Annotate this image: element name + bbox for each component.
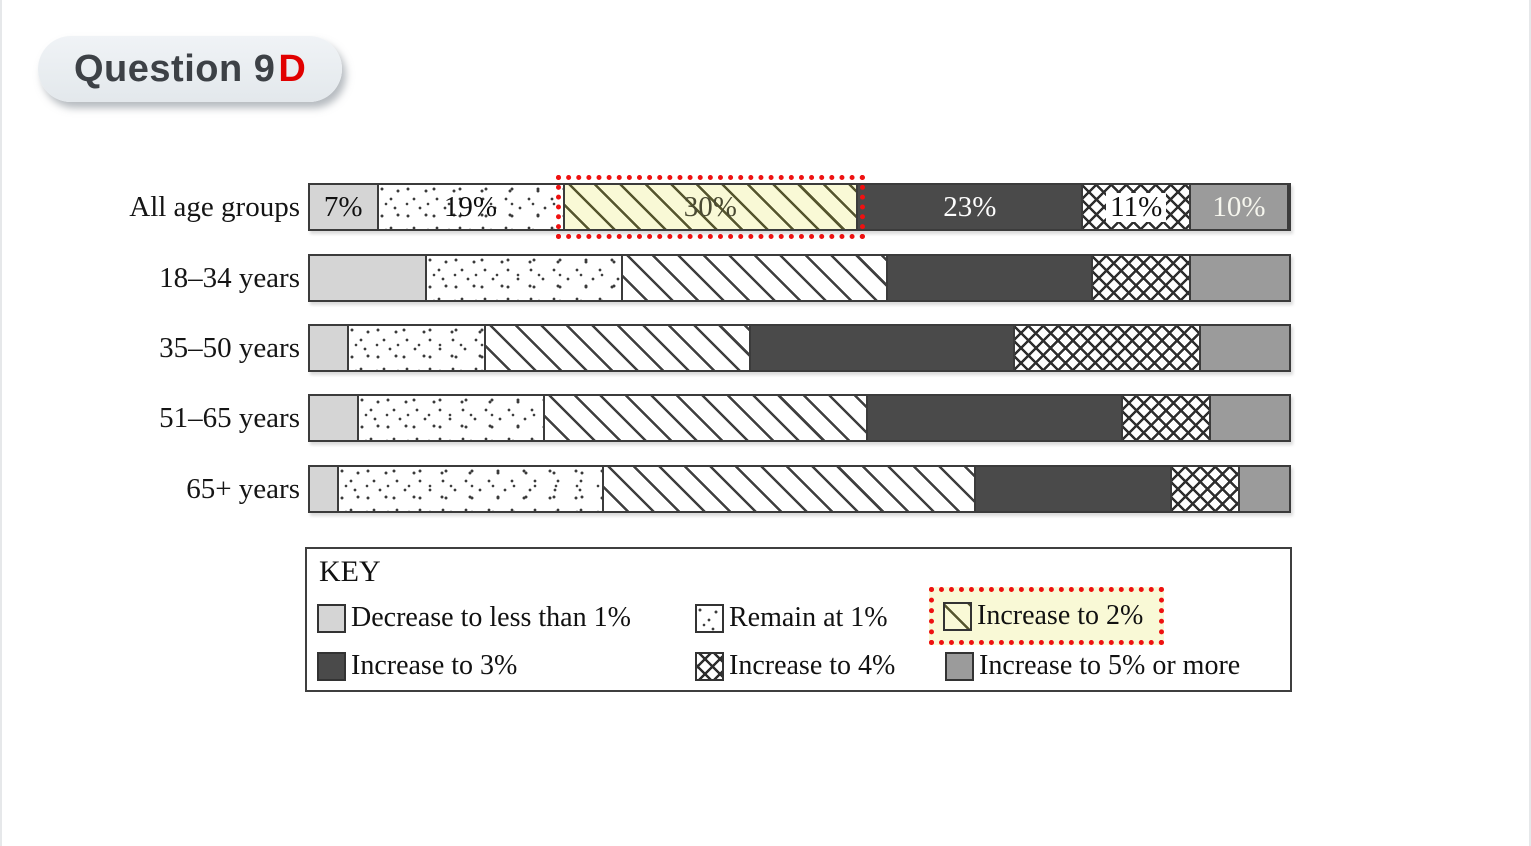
key-item: Remain at 1%	[695, 601, 888, 635]
key-swatch-crosshatch	[695, 651, 724, 681]
stacked-bar	[308, 254, 1291, 302]
segment-label: 7%	[323, 190, 363, 223]
key-item-label: Remain at 1%	[729, 602, 888, 633]
segment-label: 23%	[943, 190, 997, 223]
key-item: Decrease to less than 1%	[317, 601, 631, 635]
bar-segment	[1014, 326, 1201, 370]
bar-segment	[603, 467, 976, 511]
segment-label: 11%	[1106, 192, 1167, 222]
key-item-label: Increase to 5% or more	[979, 650, 1241, 681]
chart-key-box: KEY Decrease to less than 1% Remain at 1%…	[305, 547, 1292, 692]
bar-segment	[1240, 467, 1289, 511]
key-swatch-solid-dark	[317, 651, 346, 681]
key-item-label: Decrease to less than 1%	[351, 602, 631, 633]
question-badge-letter: D	[278, 47, 307, 90]
stacked-bar	[308, 465, 1291, 513]
row-label: 51–65 years	[159, 402, 300, 434]
key-item-label: Increase to 3%	[351, 650, 518, 681]
bar-segment	[975, 467, 1172, 511]
chart-row: 18–34 years	[0, 254, 1291, 302]
bar-segment	[349, 326, 487, 370]
key-item: Increase to 2%	[943, 599, 1143, 633]
row-label: 65+ years	[186, 473, 300, 505]
bar-segment	[1200, 326, 1289, 370]
bar-segment	[1171, 467, 1241, 511]
key-item-label: Increase to 2%	[977, 600, 1144, 631]
chart-row: 51–65 years	[0, 394, 1291, 442]
bar-segment	[310, 326, 350, 370]
bar-segment	[1191, 256, 1289, 300]
stacked-bar	[308, 324, 1291, 372]
bar-segment	[623, 256, 888, 300]
segment-label: 10%	[1212, 190, 1266, 223]
bar-segment	[1122, 396, 1211, 440]
key-swatch-solid-light	[317, 603, 346, 633]
key-highlight-outline: Increase to 2%	[929, 587, 1165, 645]
stacked-bar	[308, 394, 1291, 442]
stacked-bar: 7% 19% 30% 23% 11% 10%	[308, 175, 1291, 239]
chart-row: 35–50 years	[0, 324, 1291, 372]
segment-label: 19%	[443, 190, 498, 223]
key-swatch-dots	[695, 603, 724, 633]
key-swatch-diagonal	[943, 601, 972, 631]
key-item: Increase to 5% or more	[945, 649, 1240, 683]
row-label: All age groups	[129, 191, 300, 223]
bar-segment: 19%	[378, 185, 565, 229]
page-left-edge	[0, 0, 2, 846]
bar-segment	[887, 256, 1094, 300]
bar-segment	[310, 467, 340, 511]
bar-segment	[310, 396, 359, 440]
bar-segment	[339, 467, 604, 511]
bar-segment	[868, 396, 1123, 440]
bar-segment	[310, 256, 428, 300]
chart-row: All age groups 7% 19% 30% 23% 11% 10%	[0, 175, 1291, 239]
key-item: Increase to 4%	[695, 649, 895, 683]
question-badge-text: Question 9	[74, 47, 276, 90]
chart-row: 65+ years	[0, 465, 1291, 513]
row-label: 18–34 years	[159, 262, 300, 294]
bar-segment	[1093, 256, 1192, 300]
segment-label: 30%	[683, 190, 737, 223]
key-swatch-solid-medium	[945, 651, 974, 681]
key-item: Increase to 3%	[317, 649, 517, 683]
key-title: KEY	[319, 555, 381, 588]
bar-segment: 11%	[1083, 185, 1192, 229]
bar-segment	[1210, 396, 1289, 440]
bar-segment	[486, 326, 751, 370]
bar-segment	[427, 256, 624, 300]
question-badge: Question 9 D	[38, 36, 343, 102]
bar-segment	[358, 396, 545, 440]
bar-segment: 7%	[310, 185, 379, 229]
bar-segment: 10%	[1191, 185, 1289, 229]
bar-segment	[544, 396, 868, 440]
bar-segment	[750, 326, 1015, 370]
page-right-edge	[1529, 0, 1531, 846]
bar-segment: 30%	[564, 185, 859, 229]
row-label: 35–50 years	[159, 332, 300, 364]
key-item-label: Increase to 4%	[729, 650, 896, 681]
bar-segment: 23%	[858, 185, 1084, 229]
